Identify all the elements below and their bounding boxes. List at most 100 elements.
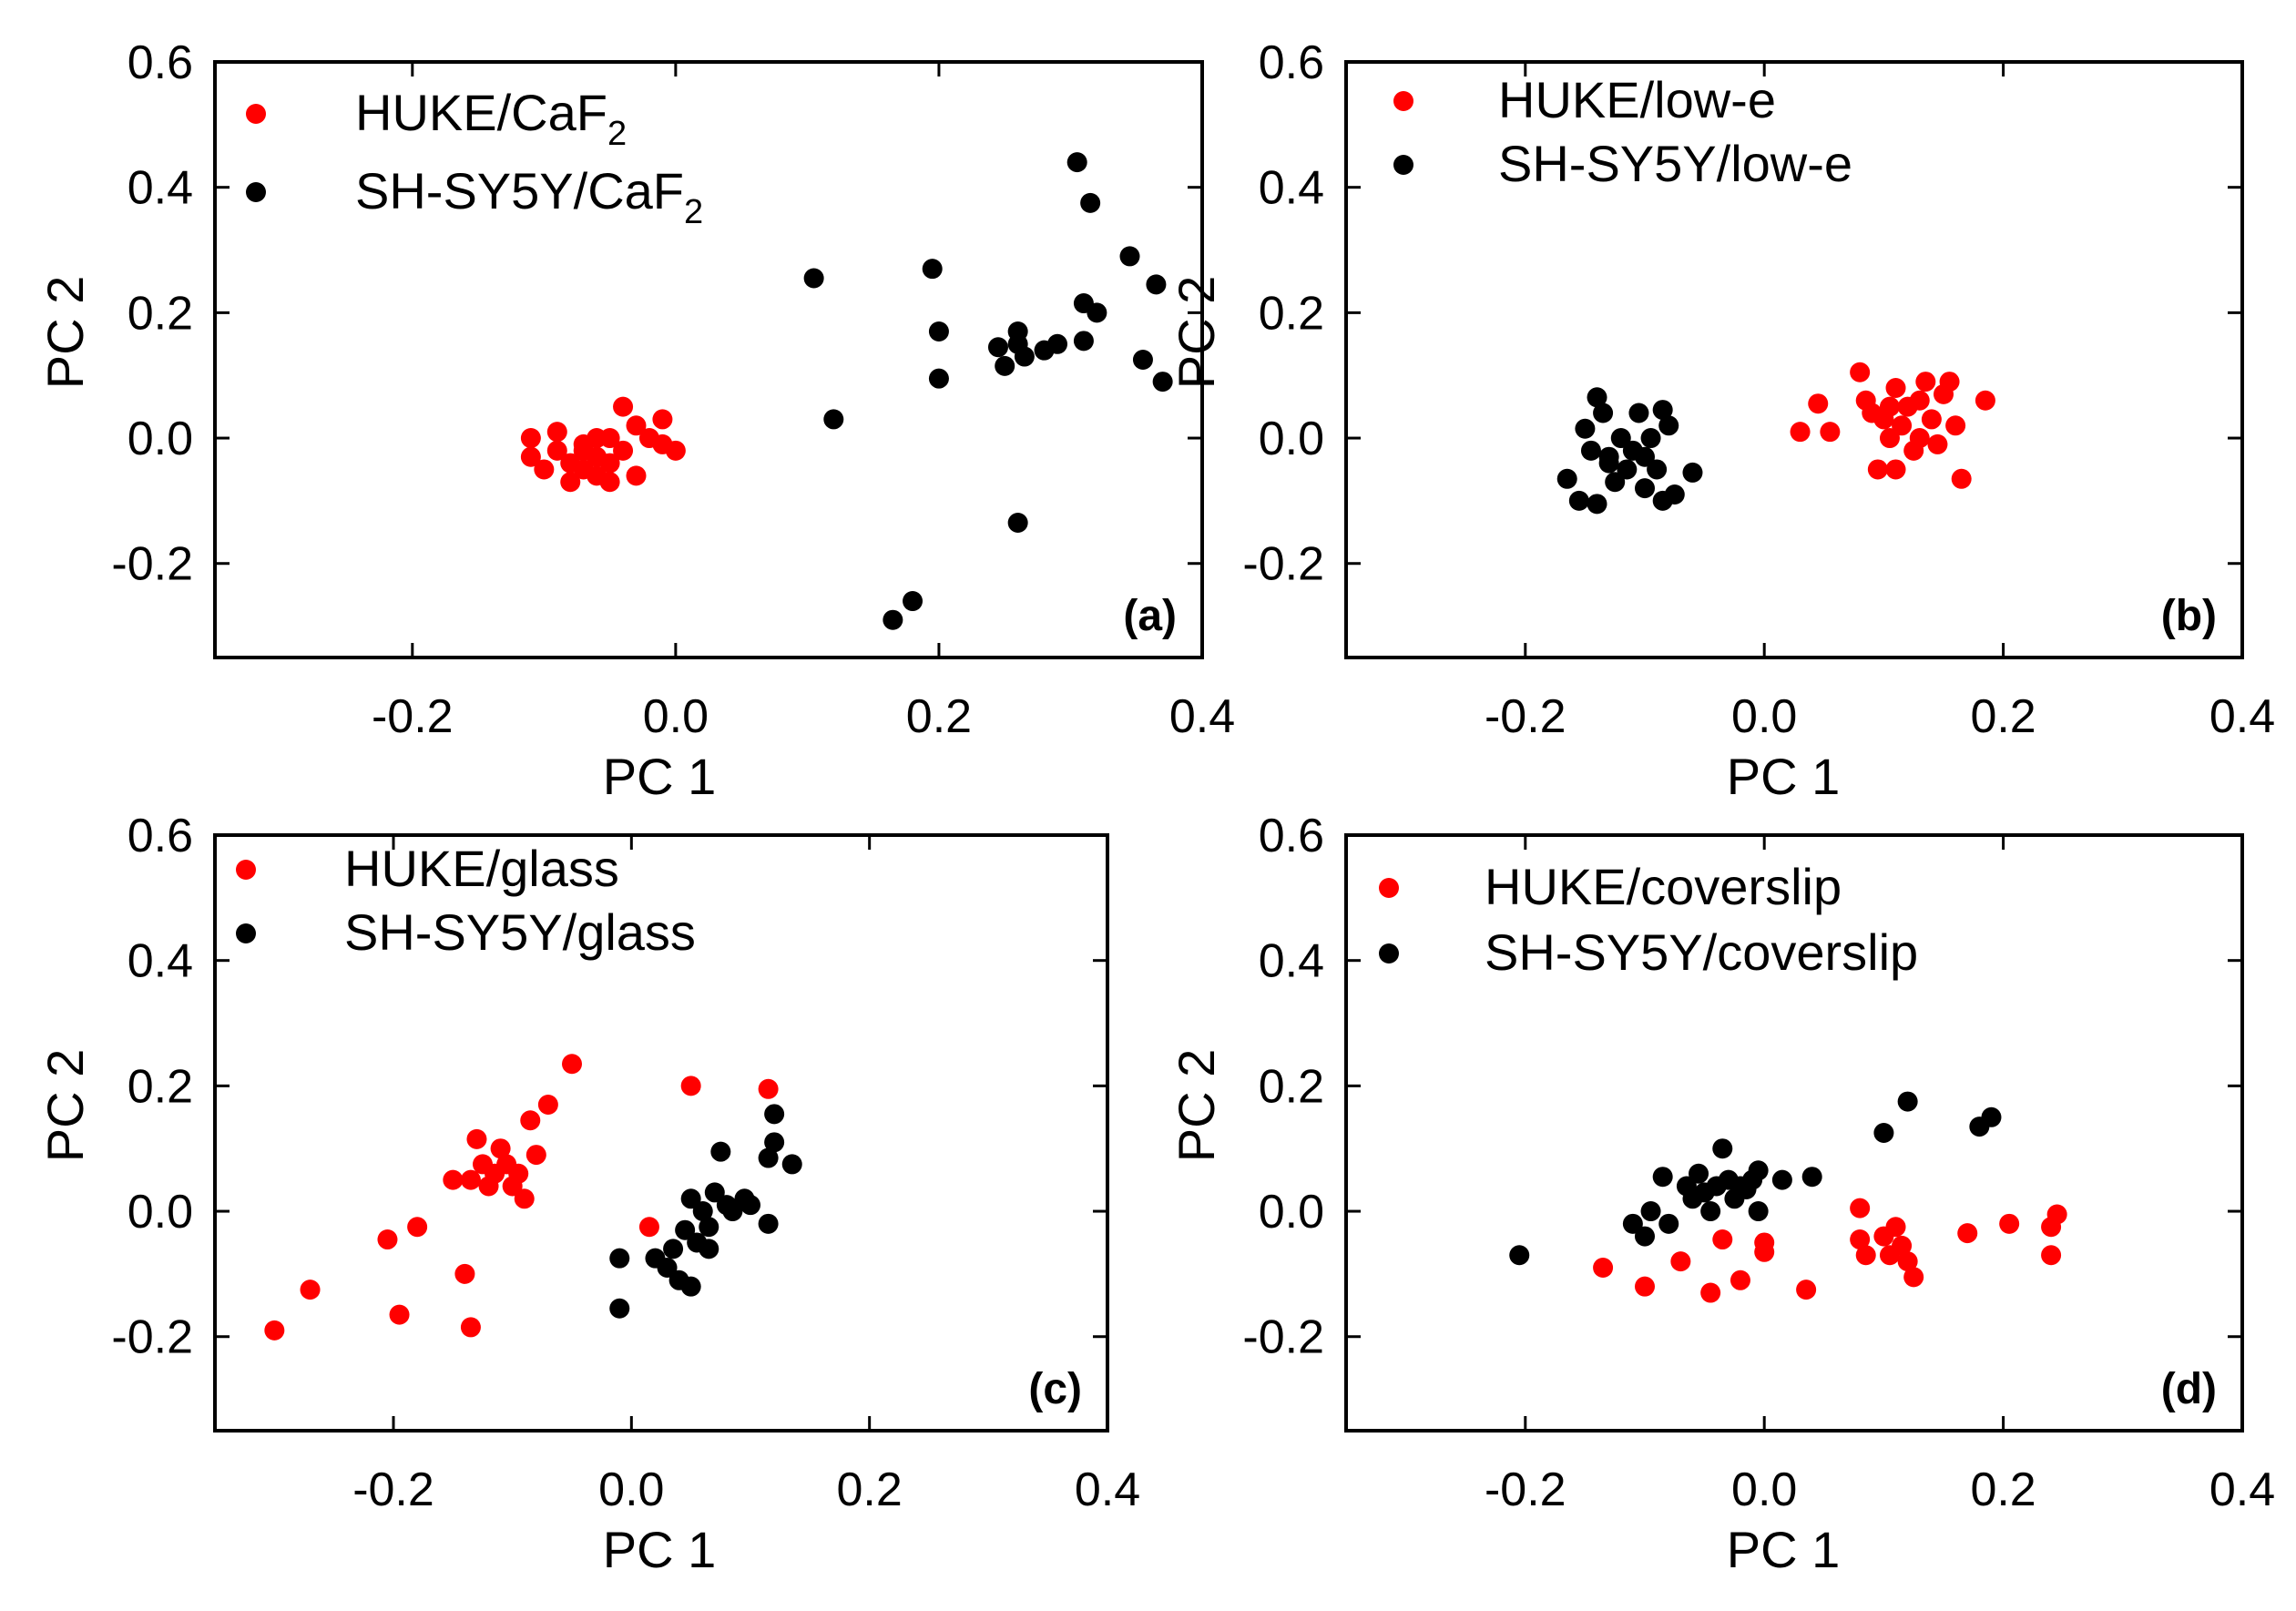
- data-point: [613, 396, 634, 417]
- data-point: [626, 465, 647, 486]
- data-point: [520, 1110, 541, 1131]
- data-point: [1730, 1269, 1750, 1290]
- data-point: [1610, 428, 1631, 449]
- data-point: [534, 459, 555, 480]
- data-point: [652, 409, 673, 430]
- data-point: [514, 1188, 535, 1209]
- data-point: [722, 1201, 743, 1222]
- legend-subscript: 2: [607, 115, 627, 153]
- data-point: [1073, 331, 1094, 352]
- data-point: [1509, 1245, 1530, 1266]
- y-tick-label: 0.0: [1259, 1186, 1324, 1239]
- data-point: [1652, 1167, 1673, 1188]
- data-point: [1879, 428, 1900, 449]
- x-tick-label: 0.4: [1075, 1463, 1140, 1516]
- data-point: [1885, 459, 1906, 480]
- data-point: [1682, 462, 1703, 483]
- data-point: [1850, 1229, 1871, 1250]
- plot-frame: [213, 60, 1204, 659]
- data-point: [680, 1076, 701, 1096]
- data-point: [1790, 422, 1811, 443]
- legend-label: SH-SY5Y/low-e: [1498, 135, 1852, 192]
- data-point: [520, 428, 541, 449]
- data-point: [560, 472, 581, 493]
- x-axis-label: PC 1: [1727, 748, 1841, 805]
- data-point: [1593, 1258, 1614, 1279]
- y-tick-label: 0.2: [128, 1060, 193, 1113]
- data-point: [460, 1169, 481, 1190]
- data-point: [764, 1132, 785, 1153]
- series-shsy5y: [803, 152, 1173, 630]
- data-point: [1897, 1251, 1918, 1272]
- data-point: [520, 446, 541, 467]
- y-axis-label: PC 2: [1168, 276, 1225, 390]
- legend-marker: [1393, 155, 1413, 175]
- x-tick-label: 0.4: [2209, 1463, 2275, 1516]
- data-point: [1152, 372, 1173, 393]
- data-point: [1850, 362, 1871, 382]
- data-point: [626, 415, 647, 436]
- x-tick-label: 0.4: [2209, 690, 2275, 743]
- data-point: [883, 609, 903, 630]
- x-tick-label: 0.0: [1731, 1463, 1797, 1516]
- data-point: [1957, 1223, 1978, 1244]
- y-tick-label: -0.2: [1242, 1311, 1324, 1364]
- data-point: [1635, 1226, 1655, 1247]
- data-point: [1939, 372, 1960, 393]
- y-tick-label: 0.2: [128, 287, 193, 340]
- x-tick-label: -0.2: [372, 690, 454, 743]
- y-tick-label: 0.4: [1259, 162, 1324, 215]
- data-point: [1885, 1217, 1906, 1238]
- data-point: [1903, 1267, 1924, 1288]
- data-point: [1689, 1163, 1709, 1184]
- data-point: [1951, 468, 1972, 489]
- data-point: [1568, 490, 1589, 511]
- data-point: [1796, 1280, 1817, 1300]
- data-point: [903, 591, 924, 612]
- data-point: [1658, 1213, 1679, 1234]
- x-tick-label: 0.0: [1731, 690, 1797, 743]
- legend-label: SH-SY5Y/glass: [344, 903, 696, 961]
- x-axis-label: PC 1: [1727, 1521, 1841, 1578]
- data-point: [1921, 409, 1942, 430]
- data-point: [758, 1147, 779, 1168]
- legend-marker: [1393, 91, 1413, 111]
- data-point: [675, 1219, 696, 1240]
- data-point: [573, 440, 594, 461]
- x-tick-label: 0.4: [1169, 690, 1235, 743]
- y-tick-label: 0.6: [1259, 36, 1324, 89]
- data-point: [377, 1229, 398, 1250]
- data-point: [1146, 274, 1167, 295]
- x-tick-label: 0.2: [837, 1463, 903, 1516]
- chart-panel-2: -0.2 0.0 0.2 0.4 -0.2 0.0 0.2 0.4 0.6 PC 1 PC 2 (b)…: [1168, 36, 2275, 805]
- panel-label: (a): [1123, 592, 1177, 640]
- data-point: [1622, 1213, 1643, 1234]
- data-point: [443, 1169, 464, 1190]
- data-point: [1658, 415, 1679, 436]
- data-point: [1897, 1091, 1918, 1112]
- legend-label: SH-SY5Y/coverslip: [1485, 923, 1918, 981]
- y-tick-label: -0.2: [111, 1311, 193, 1364]
- x-tick-label: 0.2: [1970, 1463, 2036, 1516]
- data-point: [407, 1217, 428, 1238]
- data-point: [1885, 377, 1906, 398]
- data-point: [823, 409, 844, 430]
- data-point: [1575, 418, 1596, 439]
- data-point: [1635, 446, 1655, 467]
- y-tick-label: -0.2: [1242, 538, 1324, 591]
- data-point: [1640, 1201, 1661, 1222]
- data-point: [740, 1195, 760, 1216]
- y-axis-label: PC 2: [1168, 1049, 1225, 1163]
- y-tick-label: 0.6: [1259, 810, 1324, 862]
- data-point: [1873, 1123, 1894, 1143]
- data-point: [764, 1104, 785, 1125]
- series-huke: [1790, 362, 1995, 489]
- data-point: [587, 428, 607, 449]
- x-tick-label: -0.2: [352, 1463, 434, 1516]
- data-point: [609, 1298, 630, 1319]
- y-tick-label: 0.0: [128, 413, 193, 465]
- data-point: [1892, 1235, 1913, 1256]
- data-point: [1587, 494, 1607, 515]
- data-point: [1014, 346, 1035, 367]
- data-point: [1892, 415, 1913, 436]
